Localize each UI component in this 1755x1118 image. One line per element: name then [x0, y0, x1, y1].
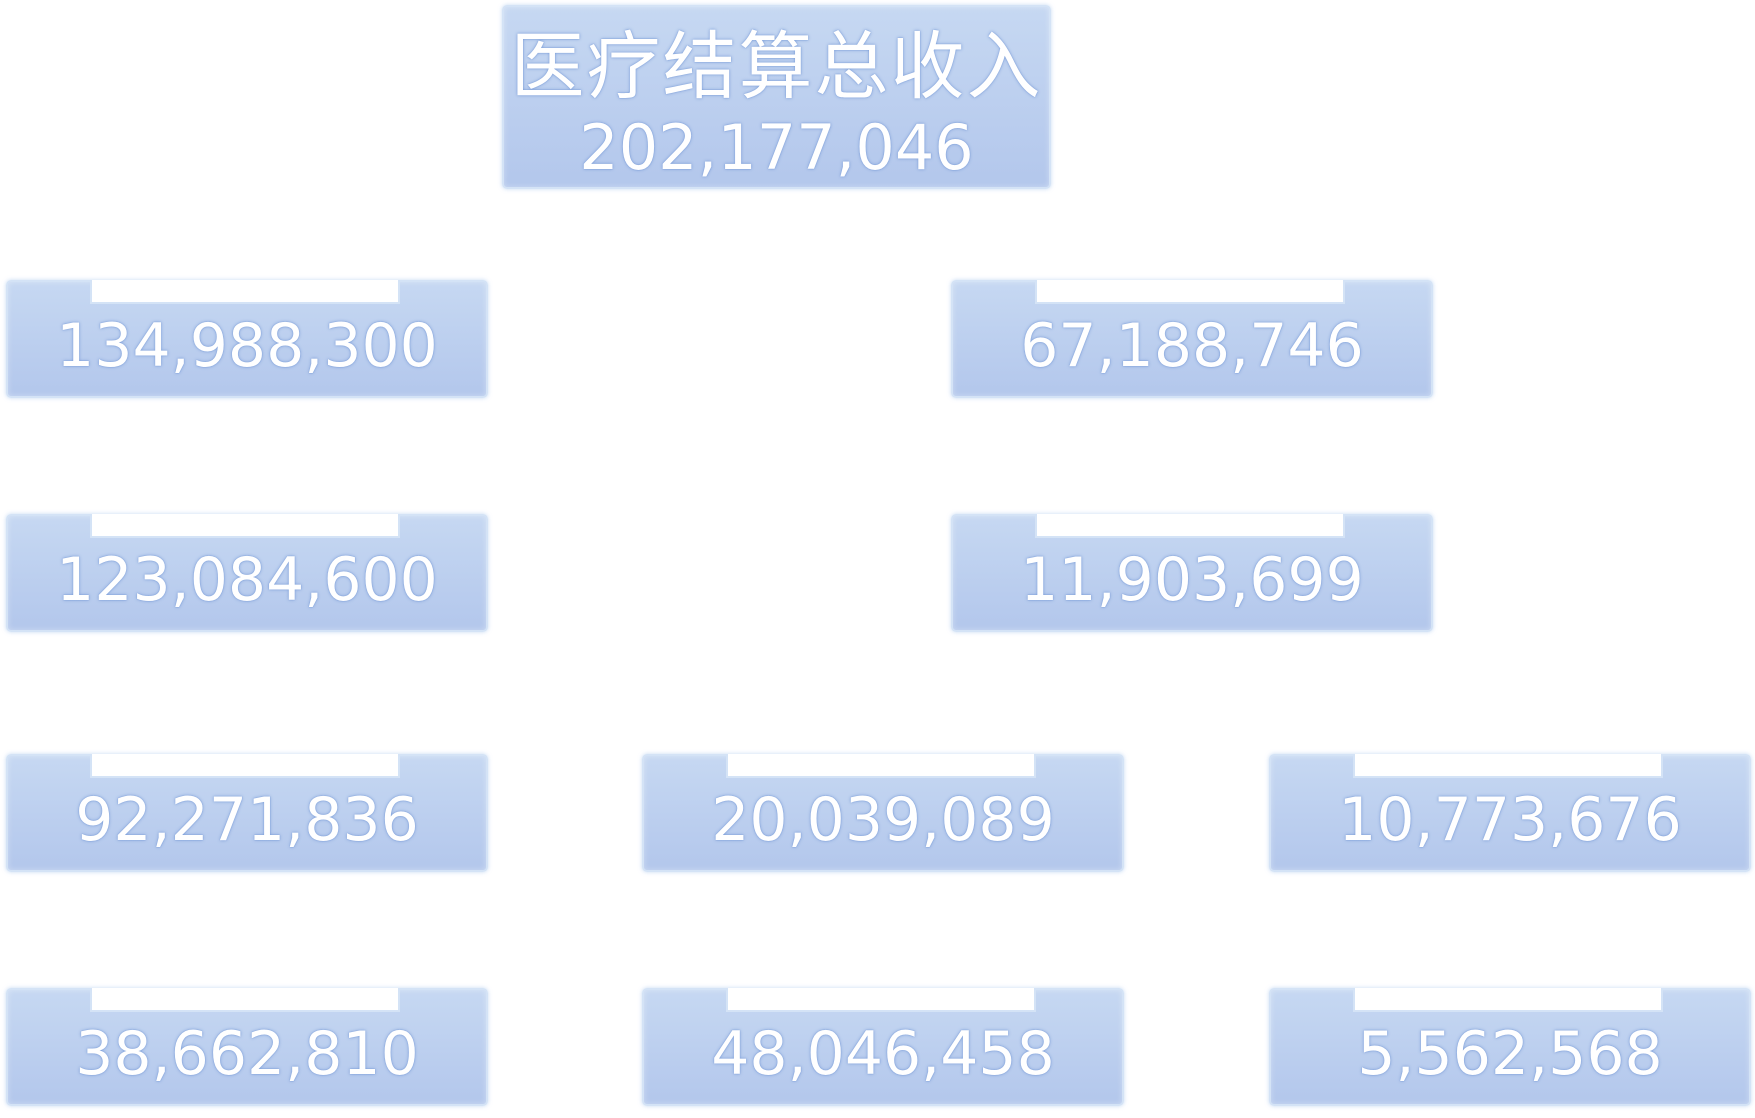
node-card-l4-mid: 48,046,458	[642, 988, 1124, 1106]
root-node-value: 202,177,046	[579, 111, 974, 184]
card-notch	[90, 988, 400, 1012]
node-value: 5,562,568	[1357, 1019, 1663, 1089]
node-card-l4-right: 5,562,568	[1269, 988, 1751, 1106]
node-card-l3-right: 10,773,676	[1269, 754, 1751, 872]
card-notch	[726, 754, 1036, 778]
node-value: 20,039,089	[711, 785, 1055, 855]
root-node-title: 医疗结算总收入	[510, 24, 1043, 110]
card-notch	[1353, 754, 1663, 778]
card-notch	[1035, 280, 1345, 304]
node-card-l2-left: 123,084,600	[6, 514, 488, 632]
card-notch	[726, 988, 1036, 1012]
node-value: 11,903,699	[1020, 545, 1364, 615]
node-value: 92,271,836	[75, 785, 419, 855]
node-card-l2-right: 11,903,699	[951, 514, 1433, 632]
card-notch	[90, 280, 400, 304]
node-value: 48,046,458	[711, 1019, 1055, 1089]
node-value: 67,188,746	[1020, 311, 1364, 381]
card-notch	[90, 754, 400, 778]
node-value: 123,084,600	[56, 545, 438, 615]
node-value: 10,773,676	[1338, 785, 1682, 855]
card-notch	[1353, 988, 1663, 1012]
node-value: 134,988,300	[56, 311, 438, 381]
node-card-l4-left: 38,662,810	[6, 988, 488, 1106]
card-notch	[1035, 514, 1345, 538]
node-card-l1-left: 134,988,300	[6, 280, 488, 398]
node-card-l3-left: 92,271,836	[6, 754, 488, 872]
node-value: 38,662,810	[75, 1019, 419, 1089]
node-card-l1-right: 67,188,746	[951, 280, 1433, 398]
root-node-card: 医疗结算总收入 202,177,046	[502, 5, 1051, 189]
card-notch	[90, 514, 400, 538]
node-card-l3-mid: 20,039,089	[642, 754, 1124, 872]
